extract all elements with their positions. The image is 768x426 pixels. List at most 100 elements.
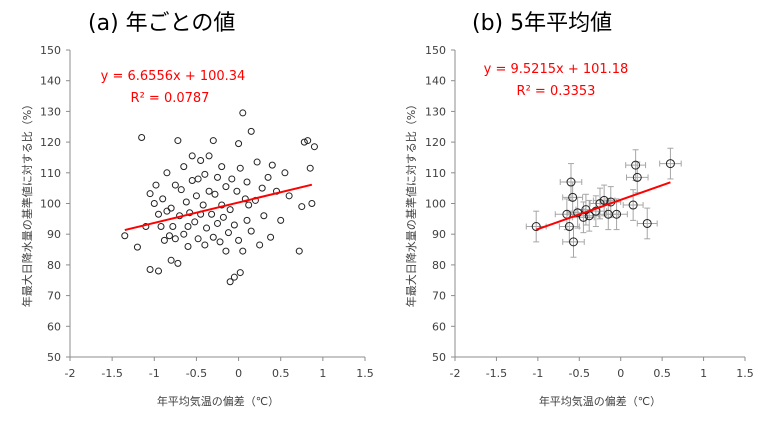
x-tick-label: -1	[532, 367, 543, 380]
data-point	[224, 229, 232, 237]
data-point	[160, 236, 168, 244]
data-point	[300, 138, 308, 146]
y-tick-label: 100	[40, 198, 61, 211]
data-point	[159, 195, 167, 203]
data-point	[167, 256, 175, 264]
data-point	[197, 157, 205, 165]
data-point	[222, 247, 230, 255]
data-point	[568, 192, 578, 202]
data-point	[253, 158, 261, 166]
error-bar	[562, 226, 585, 258]
y-tick-label: 90	[432, 228, 446, 241]
data-point	[199, 201, 207, 209]
y-tick-label: 60	[432, 320, 446, 333]
data-point	[236, 164, 244, 172]
data-point	[203, 224, 211, 232]
data-point	[304, 137, 312, 145]
data-point	[599, 195, 609, 205]
data-point	[268, 161, 276, 169]
data-point	[201, 241, 209, 249]
data-point	[285, 192, 293, 200]
error-bar	[622, 189, 644, 221]
data-point	[247, 227, 255, 235]
panel-title: (a) 年ごとの値	[88, 11, 235, 36]
y-tick-label: 50	[432, 351, 446, 364]
y-tick-label: 110	[40, 167, 61, 180]
data-point	[235, 236, 243, 244]
data-point	[281, 169, 289, 177]
axes	[66, 49, 366, 361]
data-point	[165, 232, 173, 240]
data-point	[233, 187, 241, 195]
x-tick-label: 1.5	[356, 367, 374, 380]
y-tick-label: 150	[425, 44, 446, 57]
data-point	[642, 218, 652, 228]
data-point	[566, 177, 576, 187]
data-point	[632, 172, 642, 182]
x-tick-label: -1.5	[101, 367, 122, 380]
data-point	[236, 269, 244, 277]
data-point	[612, 209, 622, 219]
trendline-line	[124, 183, 313, 232]
data-point	[152, 181, 160, 189]
svg-text:年最大日降水量の基準値に対する比（%）: 年最大日降水量の基準値に対する比（%）	[404, 99, 418, 307]
y-tick-label: 150	[40, 44, 61, 57]
data-point	[177, 186, 185, 194]
y-tick-label: 120	[425, 136, 446, 149]
x-tick-label: 0.5	[653, 367, 671, 380]
y-tick-label: 110	[425, 167, 446, 180]
x-tick-label: -1	[149, 367, 160, 380]
data-point	[171, 235, 179, 243]
data-points	[531, 159, 675, 247]
data-point	[241, 195, 249, 203]
data-point	[665, 159, 675, 169]
y-tick-label: 130	[40, 105, 61, 118]
y-tick-label: 80	[47, 259, 61, 272]
y-tick-label: 60	[47, 320, 61, 333]
error-bar	[636, 207, 658, 240]
data-point	[264, 173, 272, 181]
data-point	[628, 200, 638, 210]
data-point	[180, 163, 188, 171]
error-bar	[626, 161, 649, 194]
data-point	[182, 198, 190, 206]
y-tick-label: 70	[432, 290, 446, 303]
data-point	[133, 243, 141, 251]
y-tick-label: 130	[425, 105, 446, 118]
data-point	[214, 219, 221, 227]
data-point	[121, 232, 129, 240]
data-point	[201, 170, 209, 178]
data-point	[138, 133, 146, 141]
panel-annual: (a) 年ごとの値 年最大日降水量の基準値に対する比（%） 年平均気温の偏差（℃…	[20, 11, 374, 408]
data-point	[219, 213, 227, 221]
data-point	[308, 200, 316, 207]
data-point	[235, 140, 243, 148]
x-axis-label: 年平均気温の偏差（℃）	[157, 394, 279, 408]
x-tick-label: -2	[450, 367, 461, 380]
data-point	[167, 204, 175, 212]
data-point	[247, 127, 255, 135]
x-tick-label: 0	[235, 367, 242, 380]
trendline-line	[535, 181, 671, 231]
data-point	[150, 200, 158, 207]
data-point	[155, 210, 162, 218]
y-axis-label: 年最大日降水量の基準値に対する比（%）	[404, 99, 418, 307]
error-bar	[659, 147, 682, 180]
data-point	[243, 178, 251, 186]
data-point	[192, 192, 200, 200]
data-point	[216, 238, 224, 246]
data-point	[298, 203, 306, 211]
data-point	[209, 137, 217, 145]
data-point	[169, 223, 177, 231]
data-point	[245, 201, 253, 209]
y-tick-label: 120	[40, 136, 61, 149]
x-axis-label: 年平均気温の偏差（℃）	[539, 394, 661, 408]
data-point	[146, 266, 154, 274]
data-point	[171, 181, 179, 189]
data-point	[277, 216, 285, 224]
data-point	[208, 210, 216, 218]
y-tick-label: 90	[47, 228, 61, 241]
r-squared: R² = 0.3353	[517, 84, 596, 99]
trendline	[535, 181, 671, 231]
